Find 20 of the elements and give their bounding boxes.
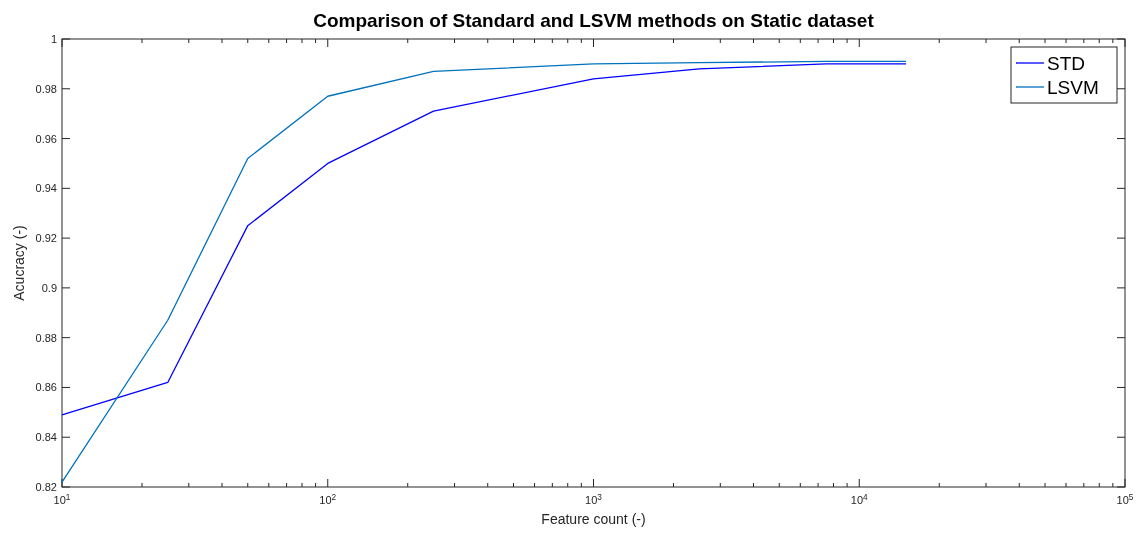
y-tick-label: 0.96 <box>35 132 57 145</box>
x-tick-label: 10$^{3}$ <box>585 492 603 506</box>
y-tick-label: 0.94 <box>35 182 57 195</box>
y-tick-label: 0.82 <box>35 481 57 493</box>
y-tick-label: 1 <box>50 33 57 45</box>
y-tick-label: 0.9 <box>41 281 57 294</box>
x-tick-label: 10$^{4}$ <box>850 492 869 506</box>
x-tick-label: 10$^{2}$ <box>319 492 337 506</box>
y-tick-label: 0.88 <box>35 331 57 344</box>
chart-title: Comparison of Standard and LSVM methods on Static dataset <box>313 10 875 31</box>
legend-label: STD <box>1047 53 1085 74</box>
y-tick-label: 0.84 <box>35 431 57 444</box>
y-tick-label: 0.86 <box>35 381 57 394</box>
y-axis-title: Acucracy (-) <box>11 225 27 301</box>
x-axis-title: Feature count (-) <box>541 511 646 527</box>
y-tick-label: 0.92 <box>35 232 57 245</box>
y-tick-label: 0.98 <box>35 82 57 95</box>
x-tick-label: 10$^{1}$ <box>53 492 71 506</box>
legend-label: LSVM <box>1047 77 1099 98</box>
x-tick-label: 10$^{5}$ <box>1116 492 1134 506</box>
